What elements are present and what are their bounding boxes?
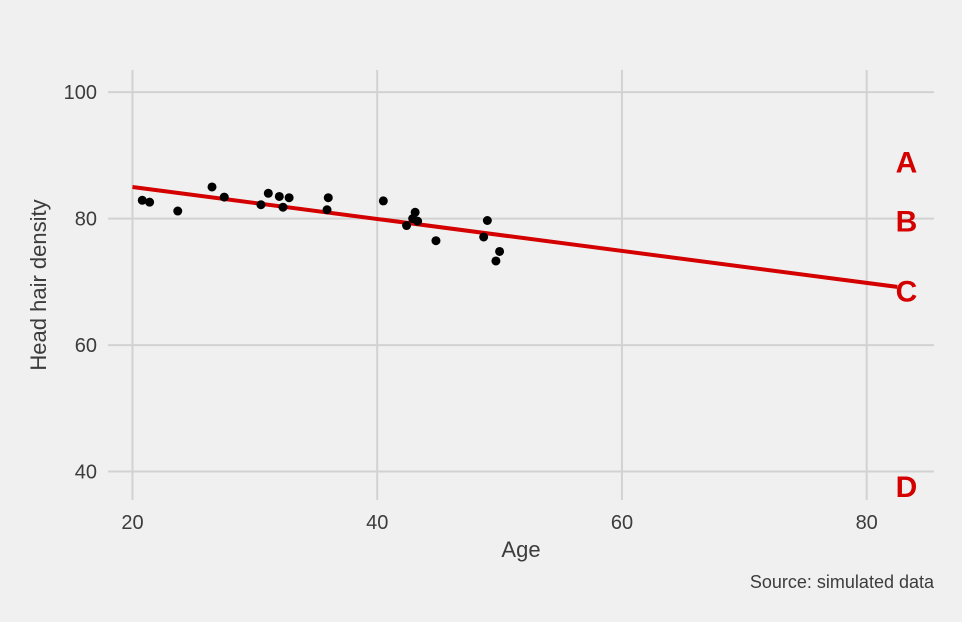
data-point-21	[495, 247, 504, 256]
annotation-b: B	[896, 206, 918, 239]
data-point-18	[479, 232, 488, 241]
data-point-4	[220, 193, 229, 202]
x-tick-label-0: 20	[121, 512, 143, 534]
data-point-16	[413, 217, 422, 226]
data-point-9	[285, 193, 294, 202]
data-point-11	[324, 193, 333, 202]
y-tick-label-2: 80	[75, 209, 97, 231]
annotation-a: A	[896, 147, 918, 180]
source-caption: Source: simulated data	[750, 572, 935, 592]
x-axis-label: Age	[501, 537, 540, 562]
annotation-d: D	[896, 471, 918, 504]
data-point-8	[278, 203, 287, 212]
x-tick-label-2: 60	[611, 512, 633, 534]
y-axis-label: Head hair density	[26, 199, 51, 370]
data-point-10	[323, 205, 332, 214]
data-point-3	[208, 182, 217, 191]
data-point-15	[411, 208, 420, 217]
y-tick-label-3: 100	[64, 82, 97, 104]
regression-line	[132, 187, 897, 287]
tick-labels: 20 40 60 80 40 60 80 100	[64, 82, 878, 534]
data-point-6	[264, 189, 273, 198]
data-point-1	[145, 198, 154, 207]
fit-line-layer	[132, 187, 897, 287]
annotation-c: C	[896, 276, 918, 309]
y-tick-label-0: 40	[75, 462, 97, 484]
data-point-5	[256, 200, 265, 209]
data-point-17	[431, 236, 440, 245]
x-tick-label-1: 40	[366, 512, 388, 534]
data-point-19	[483, 216, 492, 225]
data-point-12	[379, 196, 388, 205]
x-tick-label-3: 80	[856, 512, 878, 534]
grid-layer	[108, 70, 934, 500]
annotations: AB C D	[896, 147, 918, 504]
data-point-2	[173, 207, 182, 216]
data-point-20	[491, 256, 500, 265]
data-point-13	[402, 221, 411, 230]
y-tick-label-1: 60	[75, 335, 97, 357]
data-point-7	[275, 192, 284, 201]
